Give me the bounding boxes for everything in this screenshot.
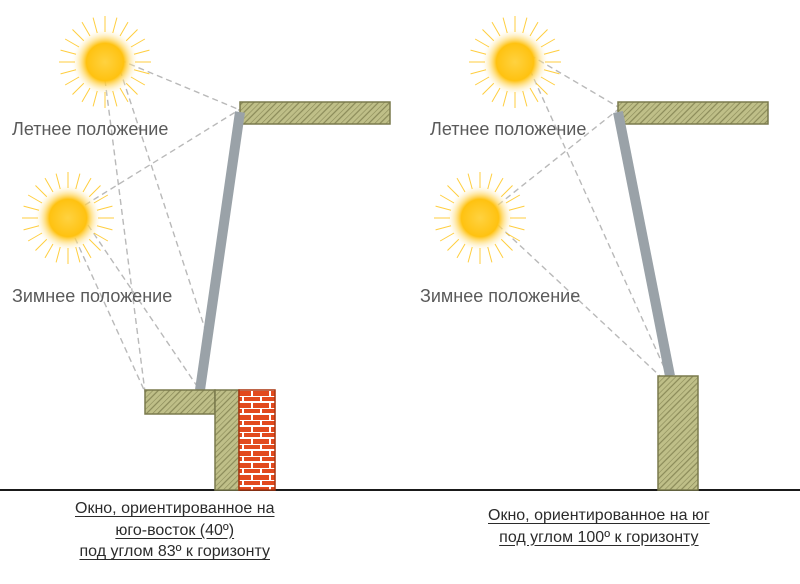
right-window-pane: [613, 111, 675, 377]
left-window-pane: [195, 111, 245, 390]
right-roof-insulation: [618, 102, 768, 124]
left-pier-brick: [239, 390, 275, 490]
right-caption: Окно, ориентированное на юг под углом 10…: [488, 505, 710, 548]
diagram-canvas: Летнее положение Зимнее положение Летнее…: [0, 0, 800, 584]
right-summer-label: Летнее положение: [430, 118, 586, 141]
right-winter-label: Зимнее положение: [420, 285, 580, 308]
right-pier-insulation: [658, 376, 698, 490]
left-pier-insulation: [215, 390, 239, 490]
left-roof-insulation: [240, 102, 390, 124]
left-sill-insulation: [145, 390, 215, 414]
right-summer-sun-icon: [469, 16, 561, 108]
left-winter-sun-icon: [22, 172, 114, 264]
left-caption: Окно, ориентированное на юго-восток (40º…: [75, 498, 274, 563]
left-summer-label: Летнее положение: [12, 118, 168, 141]
left-summer-sun-icon: [59, 16, 151, 108]
left-winter-label: Зимнее положение: [12, 285, 172, 308]
right-structure: [613, 102, 768, 490]
left-structure: [145, 102, 390, 490]
right-winter-sun-icon: [434, 172, 526, 264]
